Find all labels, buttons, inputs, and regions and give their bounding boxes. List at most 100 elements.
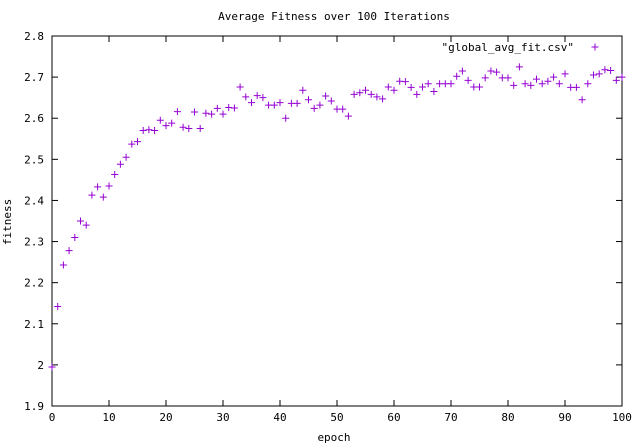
data-point	[362, 86, 369, 94]
data-point	[476, 83, 483, 91]
data-point	[550, 73, 558, 81]
data-point	[77, 217, 84, 225]
data-point	[424, 80, 432, 88]
data-point	[173, 108, 181, 116]
data-point	[156, 116, 164, 124]
legend-marker	[591, 43, 599, 51]
y-axis-label: fitness	[1, 199, 14, 245]
data-point	[111, 171, 119, 179]
data-point	[191, 108, 198, 116]
data-point	[607, 67, 615, 75]
x-tick-label: 60	[387, 411, 400, 424]
data-point	[116, 160, 124, 168]
x-tick-label: 50	[330, 411, 343, 424]
data-point	[521, 80, 529, 88]
data-point	[595, 70, 603, 78]
data-point	[65, 247, 73, 255]
data-point	[196, 125, 204, 132]
data-point	[601, 66, 609, 74]
data-point	[105, 182, 113, 190]
data-point	[162, 122, 170, 130]
data-point	[379, 95, 387, 103]
data-point	[213, 104, 221, 112]
data-point	[356, 89, 364, 97]
data-point	[384, 83, 392, 91]
y-tick-label: 2.7	[24, 71, 44, 84]
data-point	[230, 104, 238, 112]
y-axis: 1.9 2 2.1 2.2 2.3 2.4 2.5 2.6 2.7 2.8	[24, 30, 622, 413]
y-tick-label: 2.3	[24, 236, 44, 249]
data-point	[293, 99, 301, 107]
data-point	[544, 77, 552, 85]
data-point	[590, 71, 597, 79]
data-point	[618, 73, 626, 81]
data-point	[59, 261, 67, 269]
data-point	[253, 92, 261, 100]
data-point	[242, 93, 250, 101]
data-point	[219, 110, 227, 118]
data-point	[464, 76, 472, 84]
data-point	[94, 183, 102, 191]
data-point	[612, 76, 620, 84]
data-point	[299, 86, 307, 94]
x-tick-label: 0	[49, 411, 56, 424]
data-point	[71, 233, 79, 241]
data-point	[151, 127, 159, 135]
y-tick-label: 1.9	[24, 400, 44, 413]
data-point	[236, 83, 244, 91]
data-point	[533, 75, 540, 83]
data-point	[122, 153, 130, 161]
y-tick-label: 2.6	[24, 112, 44, 125]
data-point	[401, 78, 409, 86]
data-point	[515, 63, 523, 71]
data-point	[481, 74, 489, 82]
x-tick-label: 10	[102, 411, 115, 424]
x-tick-label: 40	[273, 411, 286, 424]
data-point	[458, 67, 466, 75]
data-point	[128, 140, 136, 148]
chart-title: Average Fitness over 100 Iterations	[218, 10, 450, 23]
data-point	[208, 110, 216, 118]
y-tick-label: 2.2	[24, 277, 44, 290]
legend-label: "global_avg_fit.csv"	[442, 41, 574, 54]
data-point	[447, 80, 455, 88]
data-point	[367, 90, 375, 98]
y-tick-label: 2	[37, 359, 44, 372]
data-point	[373, 93, 381, 101]
data-point	[310, 104, 318, 112]
data-point	[139, 127, 147, 135]
data-point	[305, 96, 312, 104]
data-point	[54, 303, 62, 311]
data-point	[145, 126, 153, 134]
data-point	[282, 114, 290, 122]
data-point	[99, 193, 107, 201]
data-point	[276, 99, 284, 107]
data-point	[344, 112, 352, 120]
data-point	[390, 86, 398, 94]
y-tick-label: 2.1	[24, 318, 44, 331]
x-tick-label: 20	[159, 411, 172, 424]
data-point	[407, 83, 415, 91]
data-point	[572, 83, 580, 91]
data-point	[413, 90, 421, 98]
data-point	[430, 88, 438, 95]
x-axis: 0 10 20 30 40 50 60 70 80 90 100	[49, 36, 632, 424]
data-point	[339, 105, 347, 113]
y-tick-label: 2.5	[24, 153, 44, 166]
data-point	[538, 80, 546, 88]
x-tick-label: 80	[501, 411, 514, 424]
data-point	[504, 74, 512, 82]
y-tick-label: 2.4	[24, 194, 44, 207]
data-point	[487, 67, 495, 75]
data-point	[322, 92, 330, 100]
data-point	[527, 81, 535, 89]
data-point	[48, 363, 56, 371]
x-tick-label: 100	[612, 411, 632, 424]
data-points	[48, 63, 626, 371]
data-point	[561, 70, 569, 78]
data-point	[179, 123, 187, 131]
data-point	[168, 119, 176, 127]
data-point	[578, 96, 586, 104]
data-point	[510, 81, 518, 89]
